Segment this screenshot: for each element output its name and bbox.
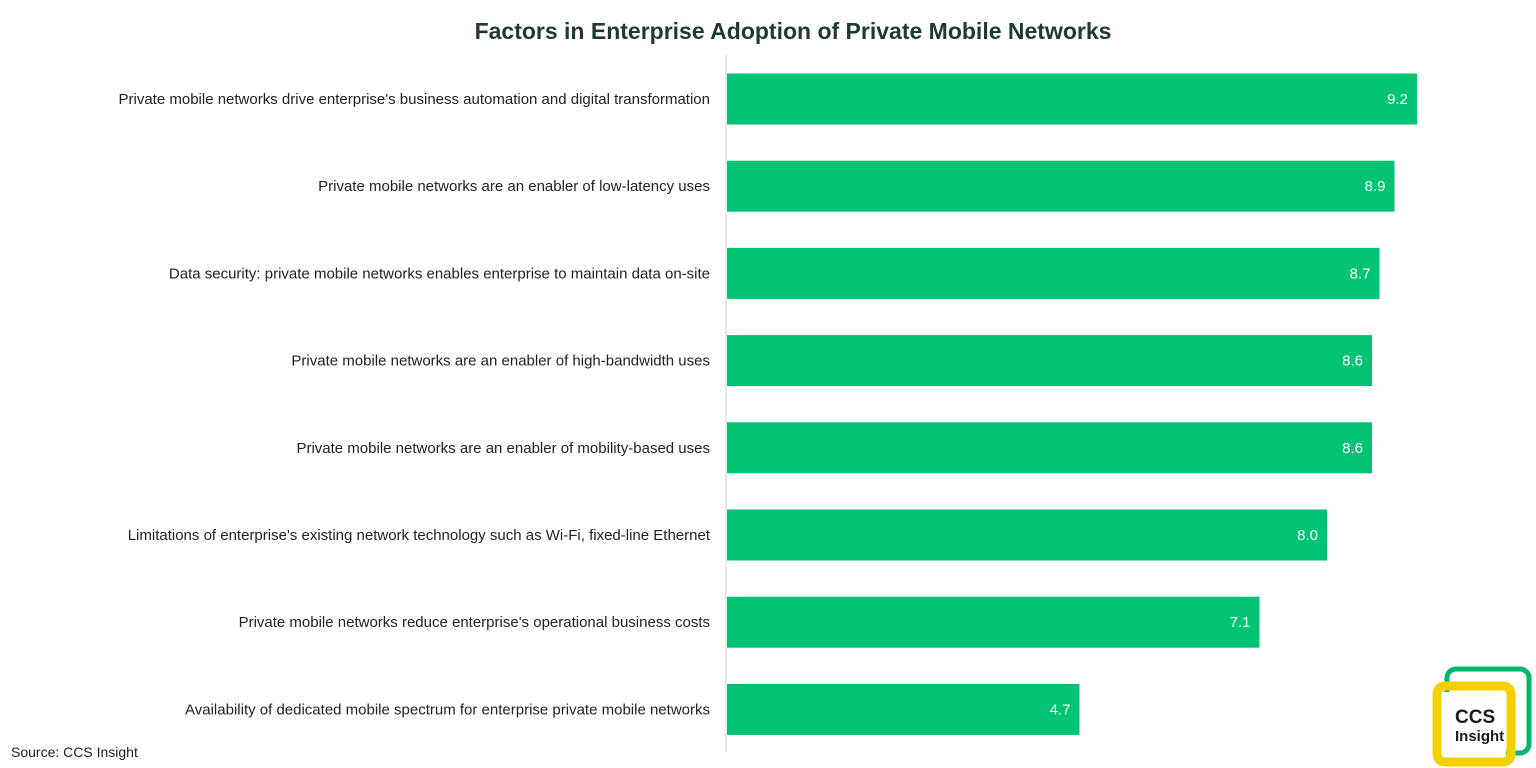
bar-3 — [727, 247, 1380, 299]
logo-yellow-frame — [1432, 681, 1516, 767]
ccs-insight-logo: CCS Insight — [1432, 666, 1532, 767]
bars-layer — [727, 73, 1417, 735]
source-note: Source: CCS Insight — [11, 744, 138, 760]
category-labels: Private mobile networks drive enterprise… — [119, 91, 711, 718]
category-label-2: Private mobile networks are an enabler o… — [318, 178, 710, 195]
value-label-4: 8.6 — [1342, 353, 1363, 370]
logo-text-ccs: CCS — [1455, 707, 1495, 728]
chart-title: Factors in Enterprise Adoption of Privat… — [475, 18, 1112, 44]
category-label-7: Private mobile networks reduce enterpris… — [239, 614, 710, 631]
logo-text-insight: Insight — [1455, 728, 1504, 745]
category-label-1: Private mobile networks drive enterprise… — [119, 91, 711, 108]
category-label-8: Availability of dedicated mobile spectru… — [185, 701, 710, 718]
category-label-5: Private mobile networks are an enabler o… — [296, 440, 710, 457]
category-label-4: Private mobile networks are an enabler o… — [291, 353, 710, 370]
bar-6 — [727, 509, 1327, 561]
bar-5 — [727, 422, 1372, 474]
value-labels: 9.2 8.9 8.7 8.6 8.6 8.0 7.1 4.7 — [1050, 91, 1408, 718]
bar-7 — [727, 596, 1260, 648]
bar-2 — [727, 160, 1395, 212]
logo-fill — [1442, 692, 1506, 756]
bar-8 — [727, 683, 1080, 735]
category-label-3: Data security: private mobile networks e… — [169, 265, 710, 282]
value-label-1: 9.2 — [1387, 91, 1408, 108]
value-label-8: 4.7 — [1050, 701, 1071, 718]
value-label-5: 8.6 — [1342, 440, 1363, 457]
value-label-6: 8.0 — [1297, 527, 1318, 544]
bar-1 — [727, 73, 1417, 125]
value-label-2: 8.9 — [1365, 178, 1386, 195]
value-label-3: 8.7 — [1350, 265, 1371, 282]
category-label-6: Limitations of enterprise's existing net… — [128, 527, 711, 544]
value-label-7: 7.1 — [1230, 614, 1251, 631]
bar-4 — [727, 335, 1372, 387]
